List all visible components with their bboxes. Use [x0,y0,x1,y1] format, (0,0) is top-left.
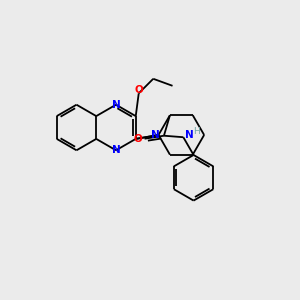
Text: N: N [112,145,120,155]
Text: N: N [185,130,194,140]
Text: O: O [134,134,142,144]
Text: N: N [151,130,159,140]
Text: H: H [194,127,200,136]
Text: O: O [134,85,143,95]
Text: N: N [112,100,120,110]
